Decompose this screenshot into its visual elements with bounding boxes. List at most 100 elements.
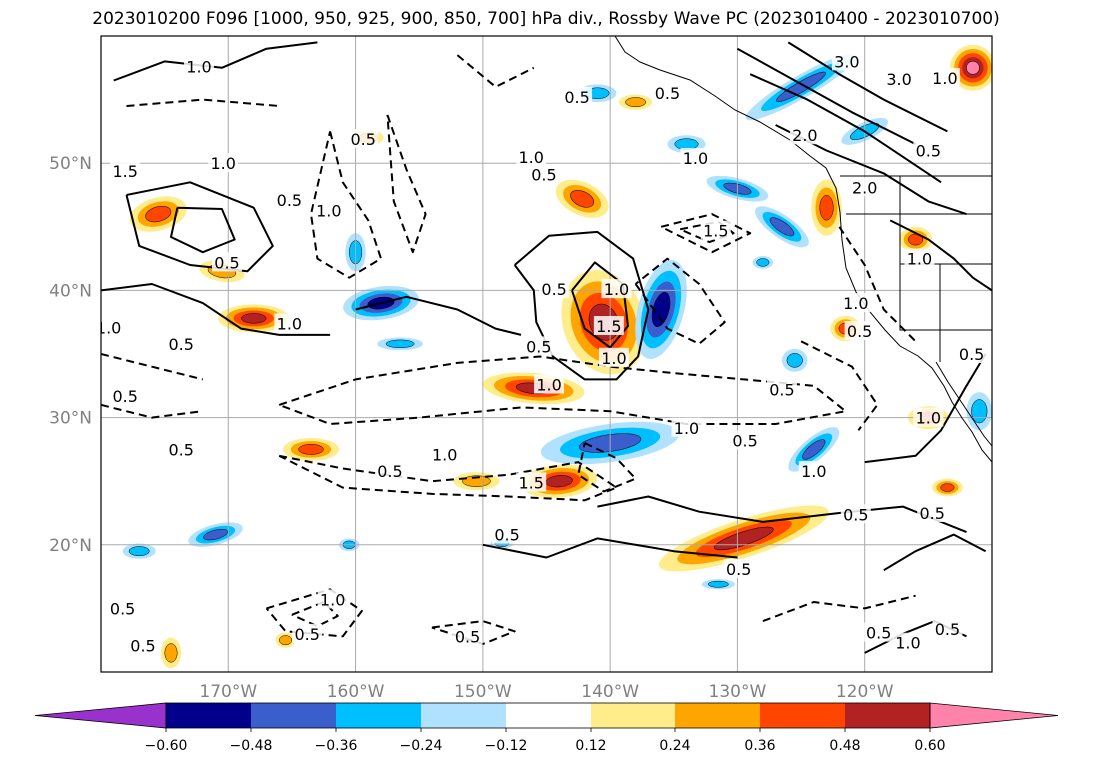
colorbar-tick-label: 0.36 — [744, 738, 775, 754]
map-frame — [100, 35, 993, 673]
contour-line-negative — [278, 355, 847, 425]
contour-label-bg — [652, 83, 683, 103]
contour-label: 1.0 — [320, 590, 345, 609]
colorbar-tick-label: −0.12 — [485, 738, 528, 754]
shade-level — [819, 195, 834, 221]
contour-label-bg — [680, 148, 711, 168]
contour-label: 1.0 — [604, 280, 629, 299]
contour-line-negative — [634, 257, 726, 345]
contour-line-negative — [762, 594, 916, 623]
contour-line-positive — [749, 73, 942, 184]
state-border-1 — [846, 213, 992, 265]
colorbar — [34, 702, 1059, 729]
contour-label: 1.0 — [843, 294, 868, 313]
contour-line-negative — [800, 340, 879, 431]
shaded-area — [966, 392, 992, 431]
contour-line-positive — [864, 353, 987, 464]
shaded-area — [932, 478, 963, 497]
contour-label: 1.0 — [432, 445, 457, 464]
contour-line-negative — [577, 442, 637, 493]
shade-level — [298, 444, 324, 455]
contour-label-bg — [110, 160, 141, 180]
shaded-area — [755, 206, 809, 248]
lon-tick-label: 150°W — [454, 682, 512, 702]
shade-level — [164, 643, 178, 663]
contour-label: 2.0 — [852, 178, 877, 197]
shade-level — [385, 339, 415, 348]
colorbar-bin — [251, 703, 336, 728]
colorbar-bin — [760, 703, 845, 728]
contour-line-positive — [597, 495, 967, 534]
contour-label: 0.5 — [350, 130, 375, 149]
shaded-area — [635, 259, 687, 359]
shaded-area — [188, 522, 243, 547]
contour-label-bg — [292, 623, 323, 643]
contour-label-bg — [274, 190, 305, 210]
contour-label: 0.5 — [843, 505, 868, 524]
colorbar-tick-label: 0.48 — [829, 738, 860, 754]
contour-label-bg — [844, 321, 875, 341]
contour-label-bg — [110, 385, 141, 405]
contour-label-bg — [789, 125, 820, 145]
contour-label: 2.0 — [792, 126, 817, 145]
contour-label-bg — [892, 632, 923, 652]
contour-label-bg — [956, 344, 987, 363]
colorbar-tick-label: 0.12 — [575, 738, 606, 754]
contour-label: 0.5 — [541, 280, 566, 299]
contour-label: 1.0 — [277, 314, 302, 333]
contour-label-bg — [913, 140, 944, 160]
contour-label: 1.0 — [210, 154, 235, 173]
shaded-area — [811, 179, 842, 236]
contour-label-bg — [184, 56, 215, 76]
contour-line-positive — [883, 533, 987, 572]
contour-label-bg — [452, 626, 483, 646]
colorbar-tick-label: −0.24 — [400, 738, 443, 754]
colorbar-tick-label: −0.48 — [230, 738, 273, 754]
colorbar-bin — [336, 703, 421, 728]
colorbar-bin — [845, 703, 930, 728]
contour-label: 1.5 — [518, 473, 543, 492]
contour-label: 0.5 — [847, 322, 872, 341]
contour-line-negative — [291, 601, 339, 628]
contour-label: 0.5 — [455, 627, 480, 646]
colorbar-tick-label: 0.24 — [659, 738, 690, 754]
contour-label-bg — [492, 524, 523, 544]
contour-label: 0.5 — [130, 636, 155, 655]
shade-level — [203, 528, 228, 541]
contour-line-negative — [101, 353, 204, 381]
coastline-baja — [935, 361, 992, 447]
contour-line-negative — [310, 131, 382, 279]
lat-tick-label: 20°N — [49, 536, 92, 556]
colorbar-outline — [165, 702, 931, 729]
contour-label-bg — [884, 69, 915, 89]
contour-label-bg — [317, 589, 348, 609]
shade-level — [128, 546, 150, 557]
contour-label-bg — [274, 313, 305, 333]
contour-label: 0.5 — [277, 191, 302, 210]
contour-label: 0.5 — [732, 431, 757, 450]
contour-label: 0.5 — [494, 526, 519, 545]
axis-tick-labels: 170°W 160°W 150°W 140°W 130°W 120°W 50°N 40°N 30… — [49, 154, 894, 702]
contour-label-bg — [374, 461, 405, 481]
shaded-area — [950, 44, 992, 91]
contour-label-bg — [730, 430, 761, 450]
contour-label-bg — [348, 129, 379, 149]
contour-line-positive — [571, 261, 629, 349]
contour-labels: 1.0 0.5 1.0 1.5 0.5 1.0 0.5 1.0 0.5 1.0 0.5 0.5 0.5 1… — [101, 51, 987, 655]
contour-label-bg — [562, 87, 593, 107]
shade-level — [940, 483, 955, 492]
shade-level — [802, 439, 826, 460]
colorbar-bin — [421, 703, 506, 728]
contour-label-bg — [831, 51, 862, 71]
contour-label-bg — [539, 279, 570, 299]
coastline — [614, 36, 992, 463]
contour-label-bg — [313, 200, 344, 220]
contour-label: 1.0 — [536, 376, 561, 395]
shaded-area — [218, 304, 290, 333]
contour-label-bg — [107, 598, 138, 618]
contour-label-bg — [208, 153, 239, 173]
shade-level — [707, 580, 729, 588]
lon-tick-label: 140°W — [581, 682, 639, 702]
shade-level — [462, 475, 491, 487]
